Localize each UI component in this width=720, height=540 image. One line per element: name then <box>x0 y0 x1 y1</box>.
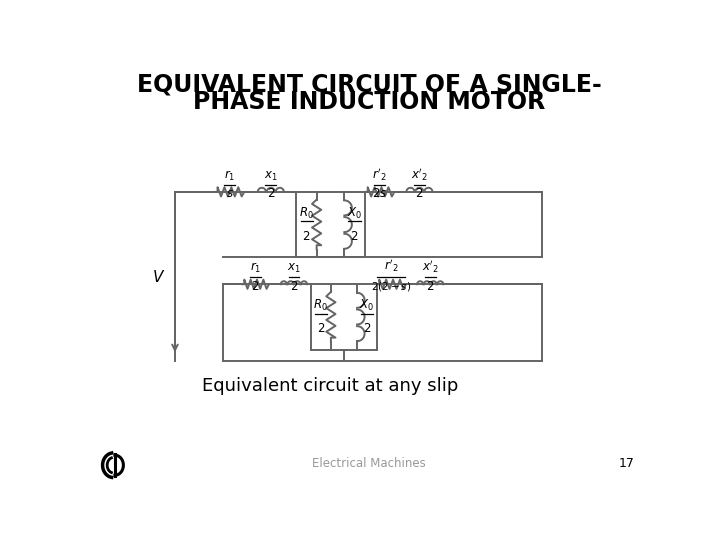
Text: PHASE INDUCTION MOTOR: PHASE INDUCTION MOTOR <box>193 90 545 114</box>
Text: $V$: $V$ <box>153 268 166 285</box>
Text: $r_1$: $r_1$ <box>224 168 235 183</box>
Text: EQUIVALENT CIRCUIT OF A SINGLE-: EQUIVALENT CIRCUIT OF A SINGLE- <box>137 72 601 97</box>
Text: $R_0$: $R_0$ <box>300 206 314 221</box>
Text: $r'_2$: $r'_2$ <box>384 258 399 274</box>
Text: $2$: $2$ <box>350 230 359 243</box>
Text: $s$: $s$ <box>225 187 233 200</box>
Text: $2(2-s)$: $2(2-s)$ <box>371 280 412 293</box>
Text: Equivalent circuit at any slip: Equivalent circuit at any slip <box>202 377 459 395</box>
Text: $x'_2$: $x'_2$ <box>422 259 438 275</box>
Text: $X_0$: $X_0$ <box>347 206 362 221</box>
Text: $x_1$: $x_1$ <box>264 170 278 183</box>
Text: $x_1$: $x_1$ <box>287 262 301 275</box>
Text: 17: 17 <box>618 457 634 470</box>
Text: $2$: $2$ <box>251 280 260 293</box>
Text: $2$: $2$ <box>317 322 325 335</box>
Text: $r'_2$: $r'_2$ <box>372 166 387 183</box>
Text: $2$: $2$ <box>415 187 423 200</box>
Text: $2$: $2$ <box>289 280 298 293</box>
Text: $X_0$: $X_0$ <box>359 298 374 313</box>
Text: Electrical Machines: Electrical Machines <box>312 457 426 470</box>
Text: $2$: $2$ <box>266 187 275 200</box>
Text: $2$: $2$ <box>363 322 372 335</box>
Text: $2$: $2$ <box>426 280 434 293</box>
Text: $2$: $2$ <box>302 230 311 243</box>
Text: $2s$: $2s$ <box>372 187 387 200</box>
Text: $r_1$: $r_1$ <box>250 261 261 275</box>
Text: $x'_2$: $x'_2$ <box>411 166 428 183</box>
Text: $R_0$: $R_0$ <box>313 298 328 313</box>
